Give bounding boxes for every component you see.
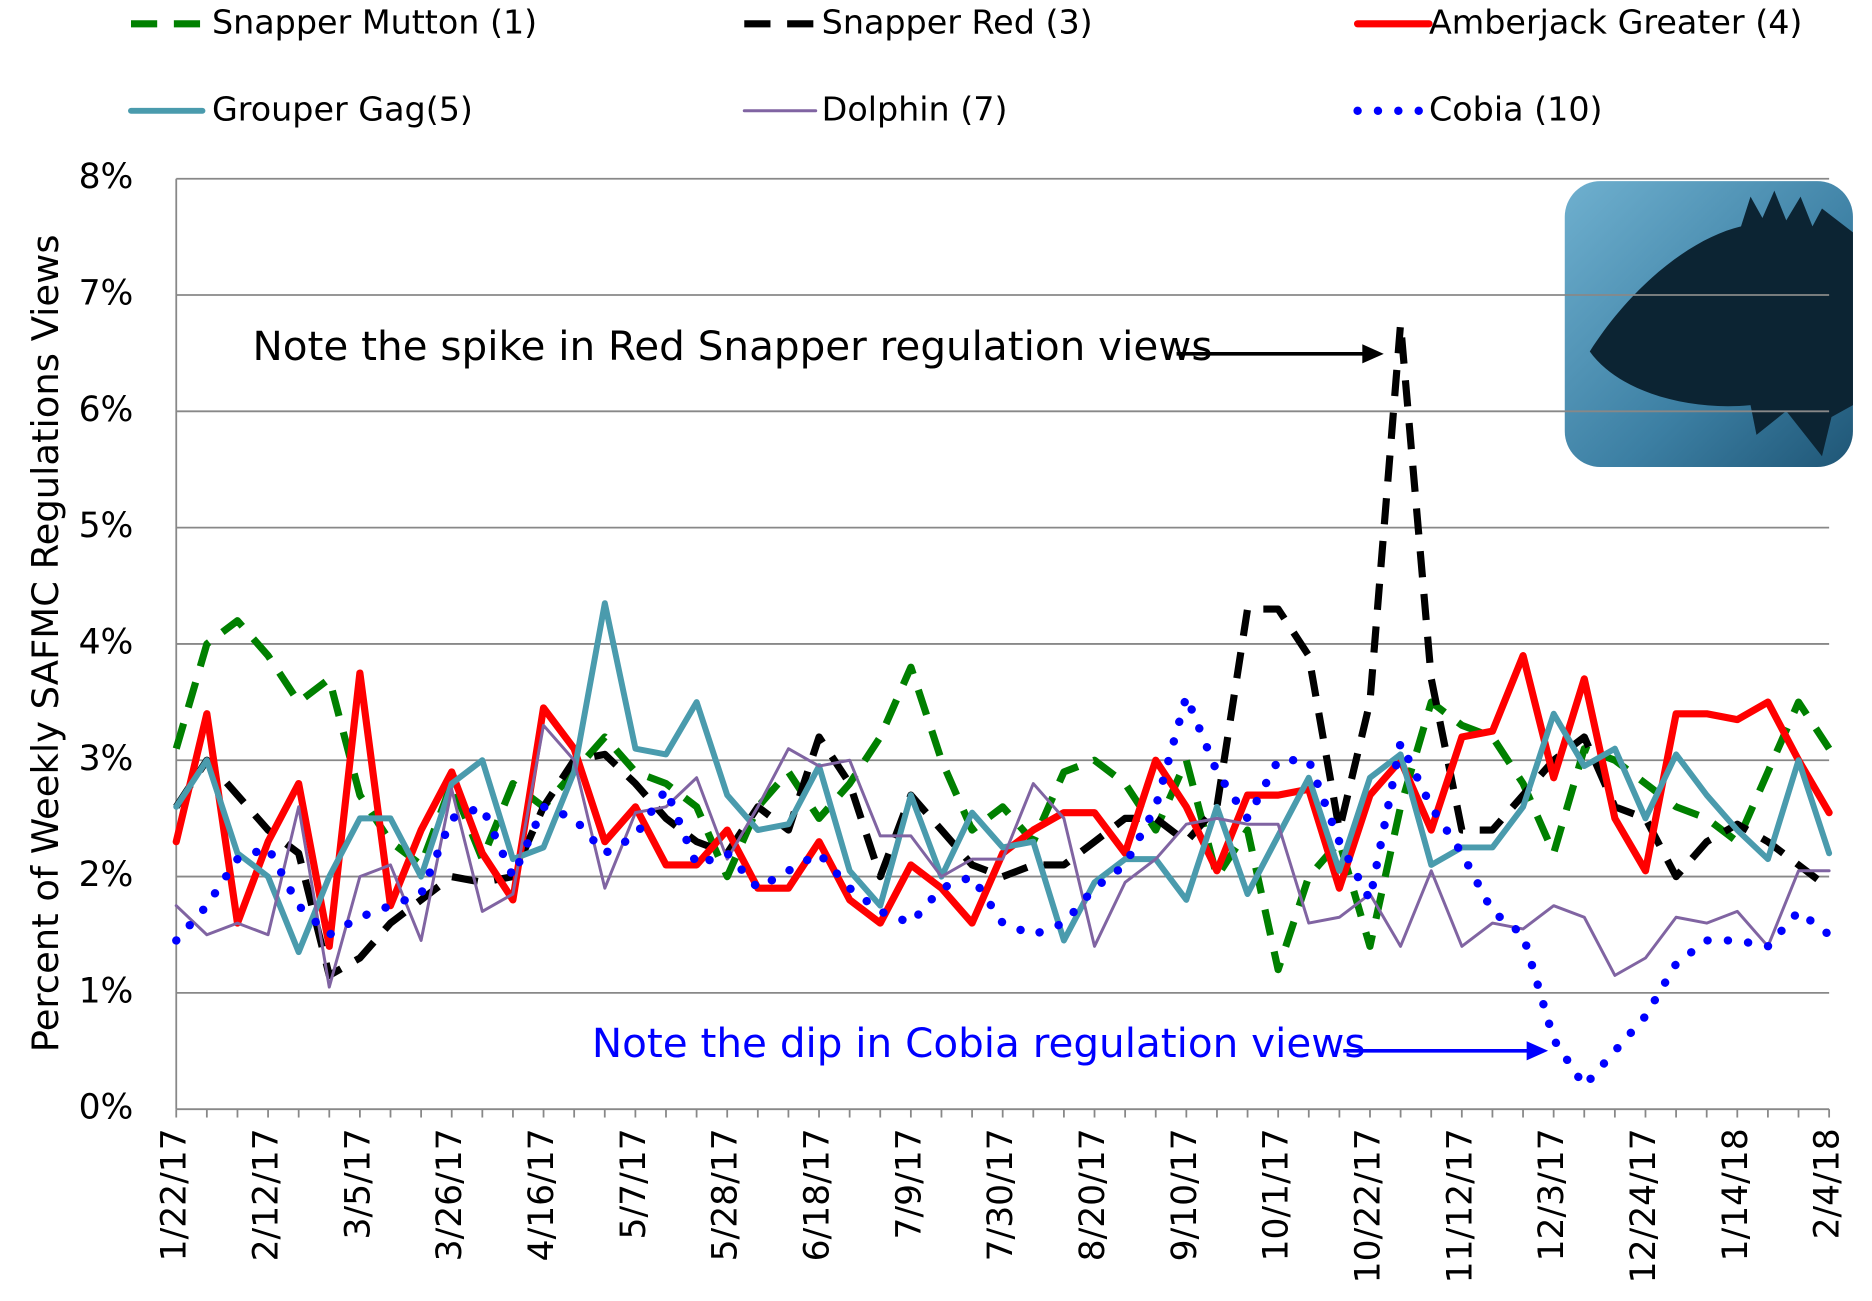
y-tick-label: 7% bbox=[79, 274, 134, 314]
legend-label: Snapper Mutton (1) bbox=[212, 2, 537, 41]
x-tick-label: 10/22/17 bbox=[1348, 1128, 1388, 1283]
x-tick-label: 1/14/18 bbox=[1716, 1128, 1756, 1261]
series-line bbox=[176, 656, 1829, 947]
chart: Snapper Mutton (1) Snapper Red (3) Amberja… bbox=[0, 0, 1872, 1301]
legend-label: Amberjack Greater (4) bbox=[1429, 2, 1802, 41]
x-tick-label: 3/5/17 bbox=[338, 1128, 378, 1239]
x-tick-label: 9/10/17 bbox=[1165, 1128, 1205, 1261]
legend-label: Dolphin (7) bbox=[822, 89, 1008, 128]
x-tick-label: 8/20/17 bbox=[1073, 1128, 1113, 1261]
fish-icon bbox=[1565, 181, 1853, 467]
annotation-arrow bbox=[1343, 1041, 1548, 1060]
x-tick-label: 4/16/17 bbox=[522, 1128, 562, 1261]
x-tick-label: 6/18/17 bbox=[798, 1128, 838, 1261]
legend-label: Snapper Red (3) bbox=[822, 2, 1093, 41]
legend-label: Cobia (10) bbox=[1429, 89, 1603, 128]
x-tick-label: 7/9/17 bbox=[889, 1128, 929, 1239]
x-tick-label: 7/30/17 bbox=[981, 1128, 1021, 1261]
legend-label: Grouper Gag(5) bbox=[212, 89, 473, 128]
x-tick-label: 2/12/17 bbox=[247, 1128, 287, 1261]
y-axis-label: Percent of Weekly SAFMC Regulations View… bbox=[24, 234, 67, 1052]
x-tick-label: 5/28/17 bbox=[706, 1128, 746, 1261]
y-tick-label: 4% bbox=[79, 622, 134, 662]
y-tick-label: 2% bbox=[79, 855, 134, 895]
x-tick-label: 5/7/17 bbox=[614, 1128, 654, 1239]
y-tick-label: 8% bbox=[79, 157, 134, 197]
annotation: Note the dip in Cobia regulation views bbox=[592, 1019, 1366, 1067]
x-tick-label: 12/24/17 bbox=[1624, 1128, 1664, 1283]
x-tick-label: 11/12/17 bbox=[1440, 1128, 1480, 1283]
y-tick-label: 1% bbox=[79, 971, 134, 1011]
legend: Snapper Mutton (1) Snapper Red (3) Amberja… bbox=[131, 2, 1802, 128]
x-tick-label: 1/22/17 bbox=[155, 1128, 195, 1261]
x-tick-label: 12/3/17 bbox=[1532, 1128, 1572, 1261]
y-tick-label: 5% bbox=[79, 506, 134, 546]
y-tick-label: 6% bbox=[79, 390, 134, 430]
y-tick-label: 0% bbox=[79, 1088, 134, 1128]
y-tick-label: 3% bbox=[79, 739, 134, 779]
x-tick-label: 2/4/18 bbox=[1808, 1128, 1848, 1239]
x-tick-label: 10/1/17 bbox=[1257, 1128, 1297, 1261]
annotation: Note the spike in Red Snapper regulation… bbox=[252, 322, 1212, 370]
x-tick-label: 3/26/17 bbox=[430, 1128, 470, 1261]
